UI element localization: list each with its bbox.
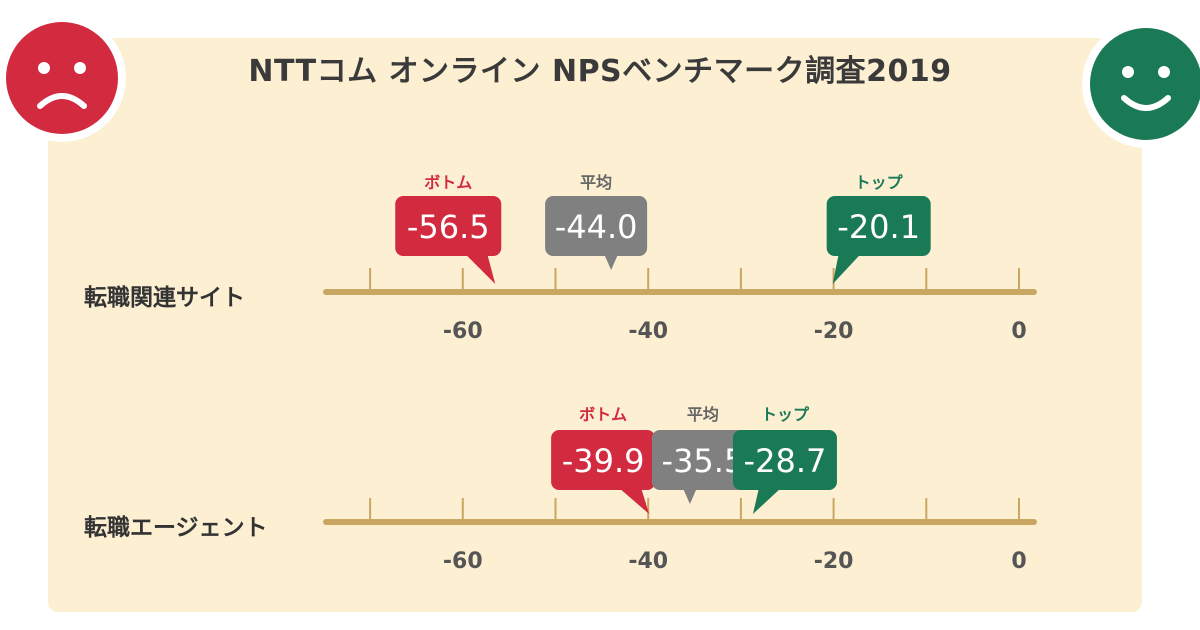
value-box-average bbox=[545, 196, 648, 256]
series-name-average: 平均 bbox=[687, 405, 719, 424]
value-box-bottom bbox=[551, 430, 656, 490]
value-box-top bbox=[826, 196, 931, 256]
marker-pointer-top bbox=[752, 488, 781, 514]
value-label-top: -20.1 bbox=[837, 208, 920, 246]
value-box-top bbox=[732, 430, 837, 490]
marker-pointer-bottom bbox=[465, 254, 496, 284]
value-label-bottom: -39.9 bbox=[562, 442, 645, 480]
series-name-bottom: ボトム bbox=[424, 173, 472, 192]
tick-label: 0 bbox=[1011, 319, 1026, 344]
value-box-bottom bbox=[395, 196, 502, 256]
tick-label: -20 bbox=[814, 319, 854, 344]
chart-panel bbox=[48, 38, 1142, 612]
value-label-top: -28.7 bbox=[744, 442, 827, 480]
tick-label: -40 bbox=[628, 319, 668, 344]
row-label-job-sites: 転職関連サイト bbox=[84, 285, 245, 311]
tick-label: -20 bbox=[814, 549, 854, 574]
marker-pointer-top bbox=[832, 254, 861, 284]
tick-label: -60 bbox=[443, 319, 483, 344]
tick-label: -40 bbox=[628, 549, 668, 574]
marker-pointer-average bbox=[604, 254, 619, 270]
value-label-average: -44.0 bbox=[555, 208, 638, 246]
tick-label: 0 bbox=[1011, 549, 1026, 574]
series-name-top: トップ bbox=[855, 173, 904, 192]
sad-face-icon bbox=[6, 22, 118, 134]
value-label-average: -35.5 bbox=[662, 442, 745, 480]
tick-label: -60 bbox=[443, 549, 483, 574]
marker-pointer-bottom bbox=[619, 488, 650, 514]
chart-title: NTTコム オンライン NPSベンチマーク調査2019 bbox=[248, 54, 952, 89]
smiley-face-icon bbox=[1090, 28, 1200, 140]
row-label-job-agents: 転職エージェント bbox=[84, 515, 268, 541]
value-box-average bbox=[651, 430, 754, 490]
value-label-bottom: -56.5 bbox=[407, 208, 490, 246]
series-name-top: トップ bbox=[761, 405, 810, 424]
marker-pointer-average bbox=[682, 488, 697, 504]
series-name-bottom: ボトム bbox=[579, 405, 627, 424]
series-name-average: 平均 bbox=[580, 173, 612, 192]
